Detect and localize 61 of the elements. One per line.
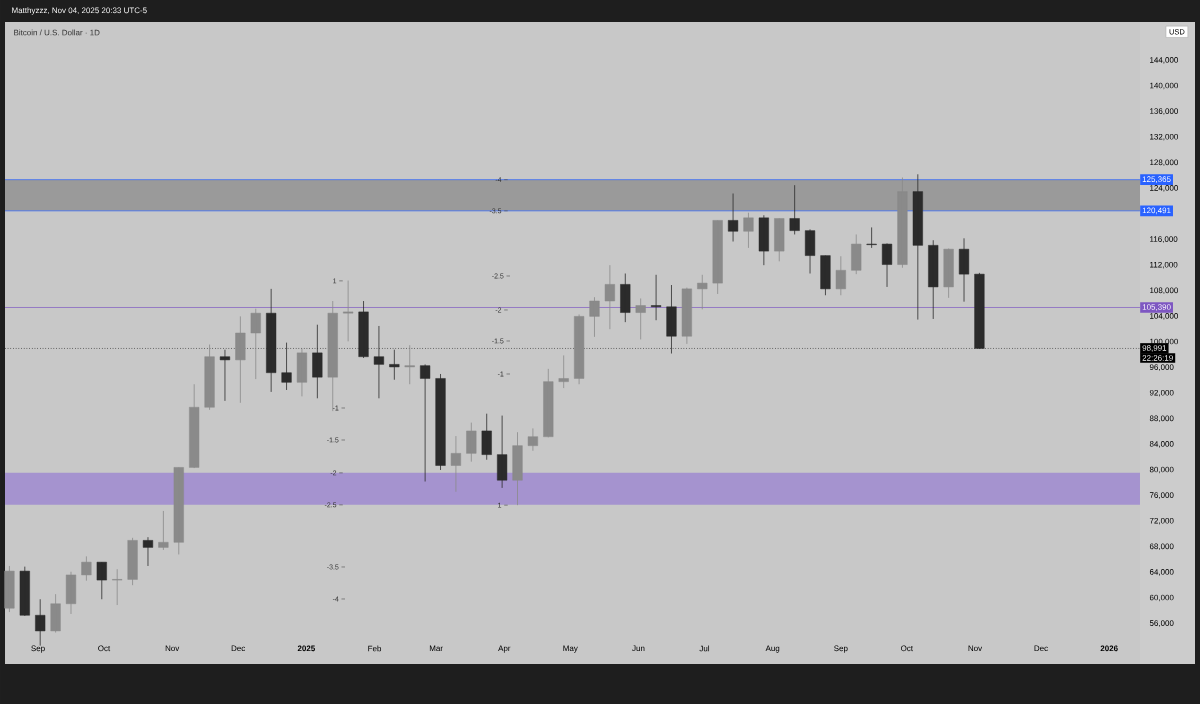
candlestick xyxy=(450,435,462,493)
candlestick xyxy=(112,568,123,606)
candlestick xyxy=(512,431,523,506)
candlestick xyxy=(389,349,400,381)
candlestick xyxy=(666,284,677,354)
candlestick xyxy=(373,325,385,399)
candlestick xyxy=(635,298,646,340)
candlestick xyxy=(466,422,477,463)
candlestick xyxy=(204,344,215,411)
candlestick xyxy=(866,227,877,249)
candlestick xyxy=(281,342,292,391)
candlestick xyxy=(758,214,769,266)
candlestick xyxy=(943,248,954,299)
candlestick xyxy=(404,344,415,385)
candlestick xyxy=(420,363,431,482)
candlestick xyxy=(50,593,61,633)
candlestick xyxy=(173,467,184,555)
candlestick xyxy=(558,355,569,389)
candlestick xyxy=(820,255,831,296)
candlestick xyxy=(527,427,538,452)
candlestick xyxy=(250,308,261,380)
candlestick xyxy=(620,273,631,323)
candlestick xyxy=(189,383,200,469)
candlestick xyxy=(81,555,92,582)
candlestick xyxy=(481,413,492,461)
candlestick xyxy=(219,349,231,402)
candlestick xyxy=(158,510,169,551)
candlestick xyxy=(804,228,816,274)
candlestick xyxy=(543,368,554,438)
candlestick xyxy=(358,300,369,359)
candlestick xyxy=(727,193,739,242)
candlestick xyxy=(928,239,939,320)
candlestick xyxy=(974,272,985,350)
candlestick xyxy=(912,173,923,320)
candlestick xyxy=(881,243,893,288)
candlestick xyxy=(851,234,862,275)
candlestick xyxy=(96,561,107,600)
candlestick xyxy=(681,287,692,345)
candlestick xyxy=(127,537,138,586)
candlestick xyxy=(774,218,785,262)
candlestick xyxy=(266,288,277,393)
candlestick xyxy=(789,184,800,235)
candlestick xyxy=(697,274,708,310)
candlestick xyxy=(835,255,846,296)
candlestick xyxy=(235,315,246,404)
candlestick xyxy=(604,264,615,330)
candlestick xyxy=(35,598,46,647)
candlestick xyxy=(650,274,662,321)
candlestick xyxy=(142,536,154,567)
candlestick xyxy=(743,212,754,249)
candlestick xyxy=(958,237,970,303)
candlestick xyxy=(4,565,15,613)
candlestick xyxy=(897,177,908,269)
candlestick xyxy=(327,300,338,412)
candlestick xyxy=(296,347,308,397)
candlestick xyxy=(19,566,30,617)
candlestick xyxy=(497,415,508,489)
candlestick xyxy=(712,219,723,295)
candlestick xyxy=(435,373,446,471)
candlestick xyxy=(312,324,323,399)
candlestick xyxy=(589,296,600,338)
